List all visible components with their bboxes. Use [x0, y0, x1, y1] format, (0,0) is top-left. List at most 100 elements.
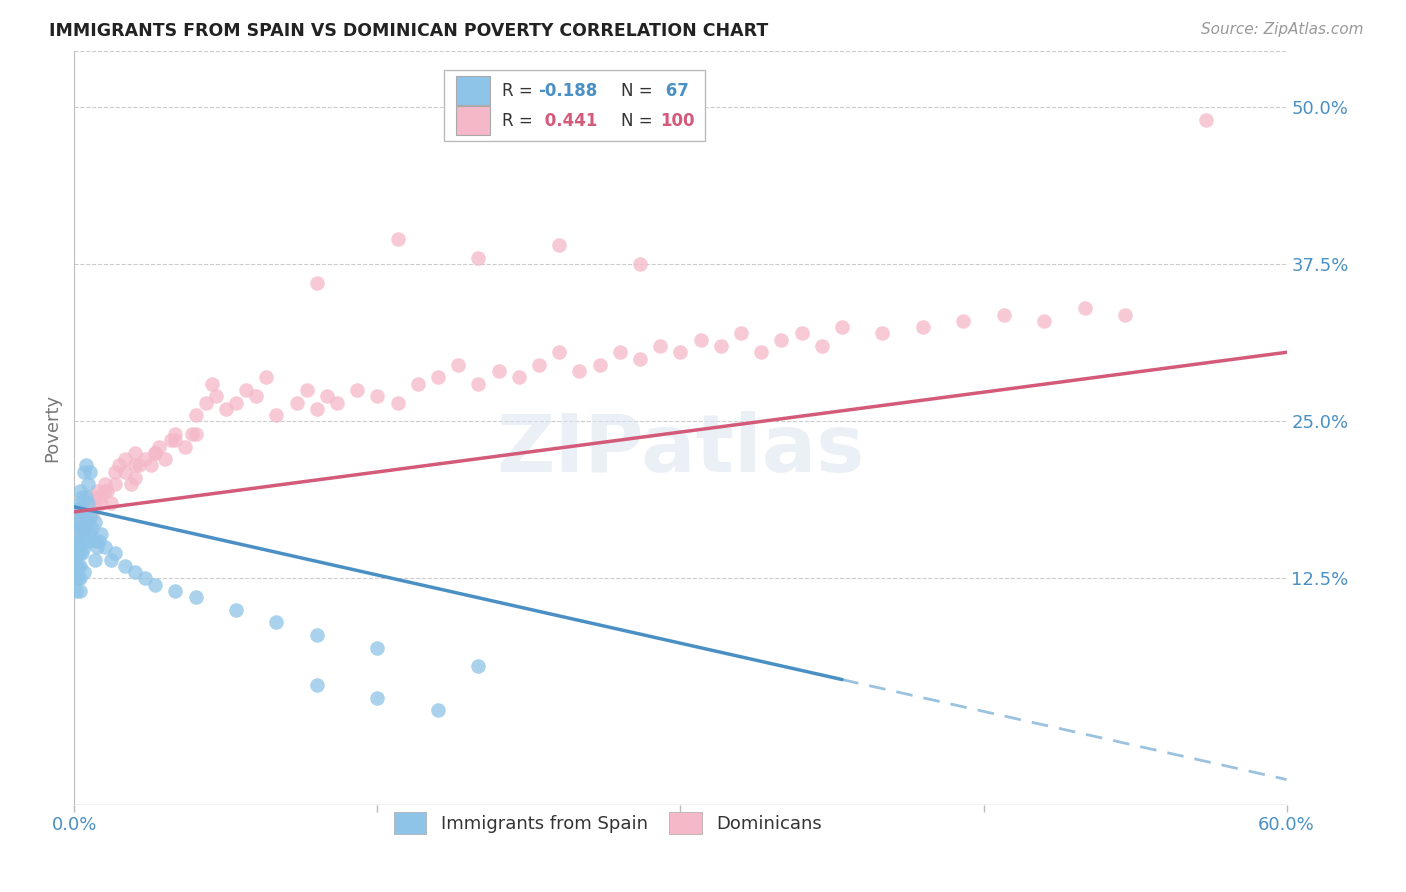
Point [387, 395, 409, 409]
Point [508, 370, 530, 384]
Point [174, 440, 197, 454]
Point [831, 320, 853, 334]
Text: R =: R = [502, 112, 538, 130]
Point [155, 452, 177, 467]
Point [77, 490, 100, 504]
Text: ZIPatlas: ZIPatlas [496, 411, 865, 490]
Text: N =: N = [621, 112, 658, 130]
Point [90, 496, 112, 510]
Point [79, 527, 101, 541]
Point [79, 508, 101, 523]
Point [87, 490, 110, 504]
Point [83, 533, 105, 548]
Point [366, 389, 388, 403]
Point [295, 383, 318, 397]
Point [100, 552, 122, 566]
Point [165, 427, 187, 442]
Point [305, 276, 328, 290]
Point [67, 533, 90, 548]
Point [114, 465, 136, 479]
Text: Source: ZipAtlas.com: Source: ZipAtlas.com [1201, 22, 1364, 37]
Point [114, 558, 136, 573]
Point [83, 490, 105, 504]
Point [83, 552, 105, 566]
Point [90, 527, 112, 541]
Point [72, 490, 94, 504]
Point [124, 446, 146, 460]
FancyBboxPatch shape [456, 77, 491, 105]
Point [79, 465, 101, 479]
Point [73, 521, 96, 535]
Point [72, 502, 94, 516]
Point [568, 364, 591, 378]
Point [254, 370, 277, 384]
Point [69, 483, 91, 498]
Point [75, 490, 97, 504]
Point [160, 434, 183, 448]
Point [266, 408, 288, 422]
Point [65, 558, 87, 573]
Point [69, 527, 91, 541]
Point [730, 326, 752, 341]
Point [72, 546, 94, 560]
Point [100, 496, 122, 510]
Point [93, 540, 115, 554]
Point [107, 458, 129, 473]
Point [628, 351, 651, 366]
Point [467, 376, 489, 391]
Point [134, 452, 156, 467]
Point [124, 471, 146, 485]
FancyBboxPatch shape [444, 70, 704, 141]
Point [65, 546, 87, 560]
Point [184, 408, 207, 422]
Point [120, 477, 142, 491]
Point [128, 458, 150, 473]
Point [75, 508, 97, 523]
Point [165, 434, 187, 448]
Point [650, 339, 672, 353]
Point [75, 533, 97, 548]
Point [83, 515, 105, 529]
Point [1195, 112, 1218, 127]
Point [245, 389, 267, 403]
Point [527, 358, 550, 372]
Point [67, 521, 90, 535]
Point [93, 477, 115, 491]
Point [406, 376, 429, 391]
Legend: Immigrants from Spain, Dominicans: Immigrants from Spain, Dominicans [387, 805, 830, 841]
Point [467, 659, 489, 673]
Point [1033, 314, 1056, 328]
Point [609, 345, 631, 359]
Point [65, 533, 87, 548]
Point [387, 232, 409, 246]
Point [427, 370, 450, 384]
Point [447, 358, 470, 372]
Point [266, 615, 288, 630]
Point [326, 395, 349, 409]
Point [225, 603, 247, 617]
Text: N =: N = [621, 82, 658, 100]
Point [104, 546, 127, 560]
Point [872, 326, 894, 341]
FancyBboxPatch shape [456, 106, 491, 135]
Point [315, 389, 337, 403]
Point [993, 308, 1015, 322]
Y-axis label: Poverty: Poverty [44, 393, 60, 462]
Point [811, 339, 834, 353]
Point [366, 690, 388, 705]
Point [124, 458, 146, 473]
Point [65, 584, 87, 599]
Point [69, 496, 91, 510]
Point [346, 383, 368, 397]
Point [77, 477, 100, 491]
Point [69, 508, 91, 523]
Point [82, 508, 104, 523]
Point [749, 345, 772, 359]
Point [305, 628, 328, 642]
Point [124, 565, 146, 579]
Point [104, 465, 127, 479]
Point [225, 395, 247, 409]
Point [73, 521, 96, 535]
Text: 100: 100 [659, 112, 695, 130]
Point [194, 395, 217, 409]
